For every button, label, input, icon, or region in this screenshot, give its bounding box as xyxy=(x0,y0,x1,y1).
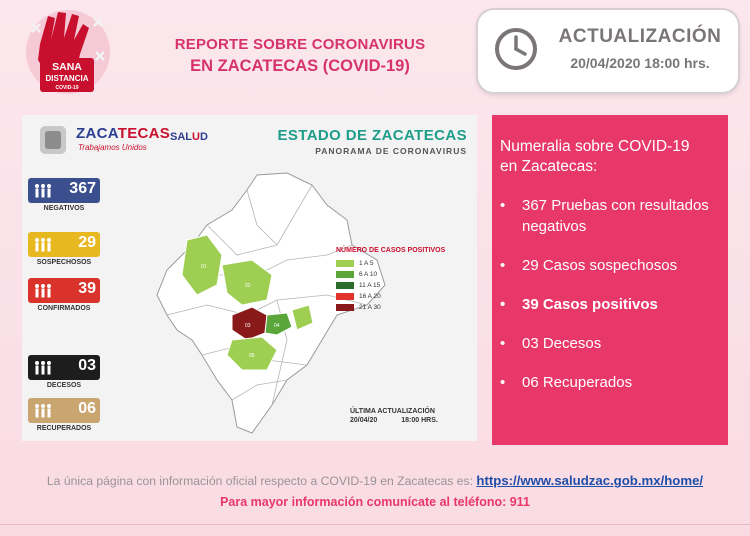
legend-label: 11 A 15 xyxy=(359,282,381,289)
numeralia-item-text: 29 Casos sospechosos xyxy=(522,257,678,274)
legend-item: 1 A 5 xyxy=(336,260,464,267)
region-01 xyxy=(181,234,223,296)
map-label: 03 xyxy=(245,323,251,329)
update-box: ACTUALIZACIÓN 20/04/2020 18:00 hrs. xyxy=(476,8,740,94)
numeralia-item: • 29 Casos sospechosos xyxy=(500,257,678,274)
region-02 xyxy=(221,259,273,306)
region-05 xyxy=(226,336,278,371)
legend-item: 16 A 20 xyxy=(336,293,464,300)
stat-box: 06 xyxy=(28,398,100,423)
salud-text-3: D xyxy=(199,131,208,143)
people-icon xyxy=(35,404,51,418)
salud-logo: SALUD xyxy=(170,131,208,143)
covid-infographic: ZACATECAS Trabajamos Unidos SALUD ESTADO… xyxy=(22,115,477,441)
stat-label: SOSPECHOSOS xyxy=(36,259,92,266)
stat-label: RECUPERADOS xyxy=(36,425,92,432)
legend-swatch xyxy=(336,304,354,311)
legend-swatch xyxy=(336,293,354,300)
footer-text: La única página con información oficial … xyxy=(46,474,477,488)
stat-label: CONFIRMADOS xyxy=(37,305,91,312)
people-icon xyxy=(35,184,51,198)
legend-swatch xyxy=(336,282,354,289)
stat-box: 29 xyxy=(28,232,100,257)
legend-label: 6 A 10 xyxy=(359,271,378,278)
stat-box: 39 xyxy=(28,278,100,303)
stat-value: 29 xyxy=(78,234,96,251)
legend-item: 21 A 30 xyxy=(336,304,464,311)
salud-text-2: U xyxy=(192,131,200,143)
report-title-line2: EN ZACATECAS (COVID-19) xyxy=(190,57,410,75)
stat-value: 06 xyxy=(78,400,96,417)
last-update: ÚLTIMA ACTUALIZACIÓN 20/04/20 18:00 HRS. xyxy=(350,407,462,425)
brand-main: ZACA xyxy=(76,125,118,142)
numeralia-item: • 03 Decesos xyxy=(500,335,602,352)
legend-title: NÚMERO DE CASOS POSITIVOS xyxy=(336,247,446,254)
map-legend: NÚMERO DE CASOS POSITIVOS 1 A 5 6 A 10 1… xyxy=(336,247,464,315)
numeralia-item: • 367 Pruebas con resultados negativos xyxy=(500,195,718,237)
legend-swatch xyxy=(336,271,354,278)
stat-value: 39 xyxy=(78,280,96,297)
zacatecas-shield-icon xyxy=(40,126,66,154)
sana-distancia-logo: SANA DISTANCIA COVID-19 xyxy=(26,10,110,94)
region-06 xyxy=(291,304,314,331)
map-label: 02 xyxy=(245,283,251,289)
stat-recuperados: 06 RECUPERADOS xyxy=(28,398,100,432)
report-title: REPORTE SOBRE CORONAVIRUS EN ZACATECAS (… xyxy=(135,36,465,76)
zacatecas-brand: ZACATECAS xyxy=(76,125,170,142)
svg-text:DISTANCIA: DISTANCIA xyxy=(46,74,89,83)
numeralia-item-text: 06 Recuperados xyxy=(522,374,633,391)
state-subtitle: PANORAMA DE CORONAVIRUS xyxy=(315,146,467,156)
official-site-link[interactable]: https://www.saludzac.gob.mx/home/ xyxy=(476,473,704,488)
people-icon xyxy=(35,361,51,375)
stat-box: 367 xyxy=(28,178,100,203)
last-update-date: 20/04/20 xyxy=(350,417,378,424)
map-label: 01 xyxy=(201,264,207,270)
people-icon xyxy=(35,238,51,252)
report-title-line1: REPORTE SOBRE CORONAVIRUS xyxy=(174,36,426,53)
region-04 xyxy=(264,312,293,336)
stat-confirmados: 39 CONFIRMADOS xyxy=(28,278,100,312)
stat-negativos: 367 NEGATIVOS xyxy=(28,178,100,212)
legend-label: 21 A 30 xyxy=(359,304,381,311)
brand-accent: TECAS xyxy=(117,125,171,142)
footer-divider xyxy=(0,524,750,525)
footer-official-page: La única página con información oficial … xyxy=(0,473,750,488)
stat-decesos: 03 DECESOS xyxy=(28,355,100,389)
update-date: 20/04/2020 18:00 hrs. xyxy=(570,55,710,71)
svg-text:SANA: SANA xyxy=(52,61,82,73)
legend-label: 16 A 20 xyxy=(359,293,381,300)
numeralia-title-line1: Numeralia sobre COVID-19 xyxy=(500,138,690,155)
stat-label: NEGATIVOS xyxy=(43,205,85,212)
salud-text-1: SAL xyxy=(170,131,192,143)
clock-icon xyxy=(495,28,537,70)
people-icon xyxy=(35,284,51,298)
legend-label: 1 A 5 xyxy=(359,260,374,267)
svg-text:COVID-19: COVID-19 xyxy=(55,85,78,91)
map-label: 05 xyxy=(249,353,255,359)
stat-label: DECESOS xyxy=(46,382,82,389)
stat-value: 03 xyxy=(78,357,96,374)
numeralia-item: • 39 Casos positivos xyxy=(500,296,658,313)
last-update-time: 18:00 HRS. xyxy=(401,417,438,424)
update-title: ACTUALIZACIÓN xyxy=(558,26,722,47)
numeralia-item-text: 03 Decesos xyxy=(522,335,602,352)
stat-box: 03 xyxy=(28,355,100,380)
numeralia-item-text: 39 Casos positivos xyxy=(522,296,658,313)
numeralia-item-text: 367 Pruebas con resultados negativos xyxy=(522,197,709,235)
state-title: ESTADO DE ZACATECAS xyxy=(277,127,467,144)
last-update-label: ÚLTIMA ACTUALIZACIÓN xyxy=(350,408,435,415)
map-label: 04 xyxy=(274,323,280,329)
legend-item: 11 A 15 xyxy=(336,282,464,289)
numeralia-item: • 06 Recuperados xyxy=(500,374,633,391)
brand-subtitle: Trabajamos Unidos xyxy=(78,143,147,152)
numeralia-title: Numeralia sobre COVID-19 en Zacatecas: xyxy=(500,137,718,177)
legend-swatch xyxy=(336,260,354,267)
zacatecas-map: 01 02 03 04 05 xyxy=(156,172,386,434)
numeralia-title-line2: en Zacatecas: xyxy=(500,158,598,175)
numeralia-panel: Numeralia sobre COVID-19 en Zacatecas: •… xyxy=(492,115,728,445)
legend-item: 6 A 10 xyxy=(336,271,464,278)
stat-value: 367 xyxy=(69,180,96,197)
footer-phone: Para mayor información comunícate al tel… xyxy=(220,495,530,509)
stat-sospechosos: 29 SOSPECHOSOS xyxy=(28,232,100,266)
